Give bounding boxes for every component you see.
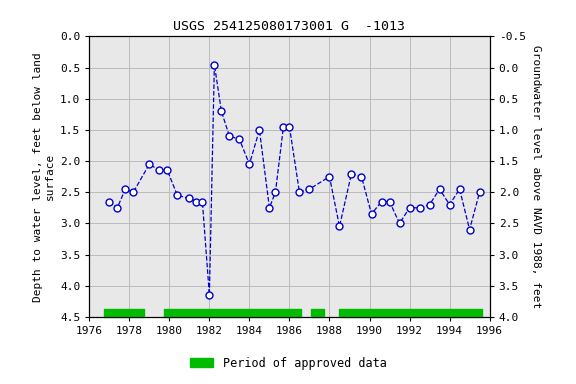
Y-axis label: Depth to water level, feet below land
surface: Depth to water level, feet below land su… — [33, 52, 55, 301]
Title: USGS 254125080173001 G  -1013: USGS 254125080173001 G -1013 — [173, 20, 406, 33]
Y-axis label: Groundwater level above NAVD 1988, feet: Groundwater level above NAVD 1988, feet — [531, 45, 541, 308]
Legend: Period of approved data: Period of approved data — [185, 352, 391, 374]
